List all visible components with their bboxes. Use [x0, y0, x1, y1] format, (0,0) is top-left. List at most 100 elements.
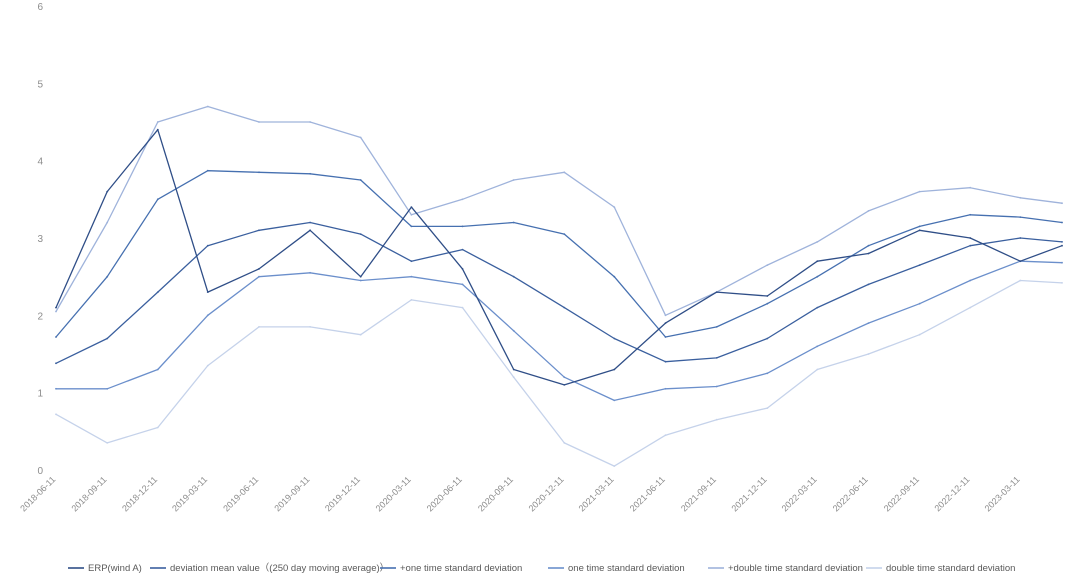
- legend-label: +one time standard deviation: [400, 563, 522, 574]
- series-1-point: [918, 264, 921, 266]
- series-3-point: [715, 385, 718, 388]
- series-1-point: [206, 244, 209, 247]
- series-0-point: [664, 322, 667, 324]
- series-5-point: [613, 465, 616, 467]
- series-2-point: [563, 233, 566, 236]
- series-5-point: [410, 299, 413, 301]
- series-3-point: [309, 271, 311, 274]
- legend: ERP(wind A) deviation mean value（(250 day…: [68, 562, 1015, 574]
- series-2-point: [461, 225, 464, 228]
- series-0-point: [1061, 244, 1063, 247]
- series-4-point: [816, 241, 819, 243]
- series-3-point: [969, 279, 972, 282]
- series-3-point: [461, 283, 464, 286]
- series-3-point: [1061, 261, 1063, 264]
- series-1-point: [867, 283, 870, 286]
- series-2-point: [816, 275, 819, 278]
- x-tick-label: 2021-09-11: [679, 474, 718, 513]
- series-1-point: [1019, 237, 1022, 239]
- series-4-point: [766, 264, 769, 266]
- series-5-point: [664, 434, 667, 437]
- series-3-point: [410, 275, 413, 278]
- series-3-point: [206, 314, 209, 317]
- series-1-point: [410, 260, 413, 263]
- x-axis: 2018-06-11 2018-09-11 2018-12-11 2019-03-11…: [18, 474, 1021, 513]
- series-1-point: [461, 248, 464, 251]
- series-4-point: [512, 179, 515, 181]
- series-1-point: [156, 291, 159, 293]
- series-0-point: [461, 268, 464, 270]
- series-2-point: [156, 198, 159, 201]
- series-0-point: [766, 295, 769, 297]
- series-line-4: [55, 105, 1063, 316]
- series-0-point: [563, 384, 566, 386]
- series-4-point: [206, 105, 209, 108]
- y-tick-label: 3: [37, 234, 43, 245]
- series-5-point: [563, 442, 566, 444]
- x-tick-label: 2018-12-11: [120, 474, 159, 513]
- y-tick-label: 5: [37, 79, 43, 90]
- x-tick-label: 2020-09-11: [476, 474, 515, 513]
- series-1-point: [664, 360, 667, 363]
- series-3-point: [816, 345, 819, 348]
- series-line-5: [55, 279, 1063, 467]
- series-5-point: [766, 407, 769, 409]
- series-2-point: [918, 225, 921, 228]
- series-line-1: [55, 221, 1063, 364]
- x-tick-label: 2019-12-11: [323, 474, 362, 513]
- series-5-point: [55, 413, 57, 416]
- series-2-point: [1019, 216, 1022, 219]
- series-4-point: [461, 198, 464, 201]
- series-2-point: [359, 179, 362, 181]
- series-0-point: [55, 306, 57, 309]
- x-tick-label: 2020-12-11: [527, 474, 566, 513]
- series-3-point: [512, 329, 515, 332]
- x-tick-label: 2019-03-11: [170, 474, 209, 513]
- series-0-point: [309, 229, 311, 232]
- x-tick-label: 2019-09-11: [272, 474, 311, 513]
- series-0-point: [918, 229, 921, 232]
- series-4-point: [410, 213, 413, 216]
- series-0-point: [106, 190, 109, 193]
- series-3-point: [664, 387, 667, 390]
- series-2-point: [715, 326, 718, 328]
- series-0-point: [867, 252, 870, 255]
- series-4-point: [1019, 196, 1022, 199]
- series-0-point: [1019, 260, 1022, 263]
- series-4-point: [55, 310, 57, 313]
- series-0-point: [410, 206, 413, 209]
- series-3-point: [563, 376, 566, 379]
- series-1-point: [969, 244, 972, 247]
- series-4-point: [563, 171, 566, 174]
- series-3-point: [106, 387, 109, 390]
- series-4-point: [309, 121, 311, 123]
- series-4-point: [613, 206, 616, 209]
- series-2-point: [55, 336, 57, 338]
- legend-label: deviation mean value（(250 day moving ave…: [170, 562, 389, 574]
- series-5-point: [512, 376, 515, 379]
- series-0-point: [156, 128, 159, 131]
- series-0-point: [715, 291, 718, 293]
- x-tick-label: 2021-03-11: [577, 474, 616, 513]
- legend-label: one time standard deviation: [568, 563, 685, 574]
- x-tick-label: 2021-06-11: [628, 474, 667, 513]
- series-0-point: [613, 368, 616, 371]
- series-2-point: [206, 169, 209, 172]
- series-5-point: [1061, 282, 1063, 284]
- series-2-point: [664, 336, 667, 338]
- series-3-point: [359, 279, 362, 282]
- series-1-point: [359, 233, 362, 236]
- series-5-point: [309, 326, 311, 328]
- series-2-point: [309, 172, 311, 175]
- y-tick-label: 0: [37, 466, 43, 477]
- series-4-point: [258, 121, 260, 123]
- series-4-point: [106, 221, 109, 224]
- series-3-point: [918, 302, 921, 305]
- x-tick-label: 2018-09-11: [69, 474, 108, 513]
- series-5-point: [359, 333, 362, 336]
- x-tick-label: 2023-03-11: [983, 474, 1022, 513]
- series-line-0: [55, 129, 1063, 386]
- y-axis: 0 1 2 3 4 5 6: [37, 2, 43, 477]
- y-tick-label: 4: [37, 157, 43, 168]
